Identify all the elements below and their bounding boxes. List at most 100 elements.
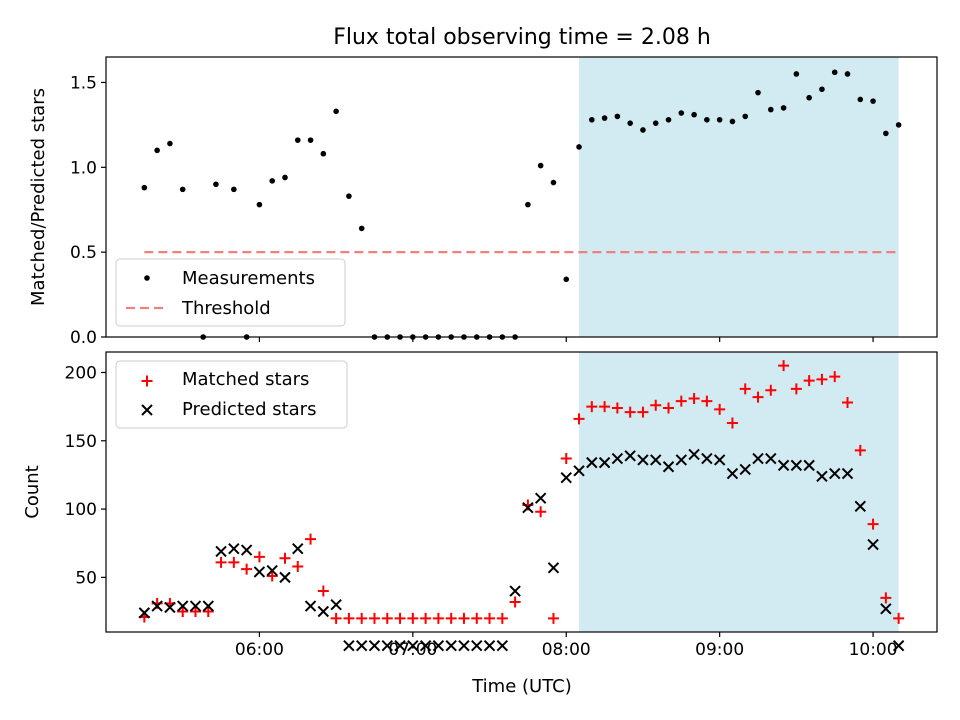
predicted-star-point [867,538,879,551]
matched-star-point [675,395,687,407]
matched-star-point [599,401,611,413]
predicted-star-point [355,639,368,652]
measurement-point [346,193,352,199]
predicted-star-point [151,600,163,612]
matched-star-point [484,612,496,624]
matched-star-point [471,612,483,624]
matched-star-point [381,612,393,624]
matched-star-point [535,506,547,518]
measurement-point [806,94,812,101]
predicted-star-point [445,639,457,652]
matched-star-point [560,453,572,465]
matched-star-point [803,375,815,387]
predicted-star-point [266,564,278,577]
y-tick-label: 0.0 [70,328,97,348]
measurement-point [627,120,633,126]
matched-star-point [726,417,738,429]
predicted-star-point [509,585,521,597]
matched-star-point [305,533,317,545]
matched-star-point [445,612,457,624]
matched-star-point [279,552,291,564]
matched-star-point [330,612,342,624]
legend-matched-label: Matched stars [182,369,309,390]
top-panel-frame [105,56,938,338]
matched-star-point [407,612,419,624]
bottom-y-axis-label: Count [22,465,43,518]
matched-star-point [778,360,790,372]
measurement-point [793,71,800,77]
y-tick-label: 1.0 [70,158,97,178]
legend-matched-marker [141,375,153,387]
measurement-point [231,186,237,193]
predicted-star-point [202,600,214,612]
measurement-point [704,116,710,123]
matched-star-point [752,391,764,403]
predicted-star-point [317,605,330,618]
legend-box [115,258,346,327]
matched-star-point [650,399,662,411]
measurement-point [640,127,646,133]
predicted-star-point [777,459,790,472]
x-tick-label: 10:00 [849,640,898,660]
predicted-star-point [637,454,649,466]
predicted-star-point [624,450,636,462]
predicted-star-point [573,465,585,477]
measurement-point [589,116,595,123]
predicted-star-point [253,566,266,578]
predicted-star-point [138,607,151,619]
predicted-star-point [650,454,662,466]
bottom-x-ticks: 06:00 07:00 08:00 09:00 10:00 [235,632,898,660]
matched-star-point [893,612,905,624]
top-panel: 0.0 0.5 1.0 1.5 Matched/Predicted stars Mea… [28,56,938,348]
x-tick-label: 06:00 [235,640,284,660]
measurement-point [665,116,672,123]
matched-star-point [420,612,432,624]
predicted-star-point [816,470,828,483]
predicted-star-point [164,601,176,614]
matched-star-point [829,371,841,383]
matched-star-point [790,383,802,395]
bottom-panel-frame [105,351,938,633]
matched-star-point [496,612,508,624]
chart-title: Flux total observing time = 2.08 h [333,25,711,50]
measurement-point [857,96,864,103]
matched-star-point [228,556,240,568]
top-y-axis-label: Matched/Predicted stars [28,88,49,306]
measurement-point [844,71,851,77]
measurement-point [831,69,838,76]
predicted-star-point [304,600,317,612]
top-y-ticks: 0.0 0.5 1.0 1.5 [70,73,106,348]
measurement-point [768,106,774,113]
matched-star-point [458,612,470,624]
measurement-point [282,174,288,181]
legend-measurement-label: Measurements [182,268,315,289]
matched-star-point [880,592,892,604]
measurement-point [742,113,749,120]
matched-star-point [241,563,253,575]
measurement-point [525,201,531,208]
predicted-star-point [752,452,764,465]
matched-star-point [637,406,649,418]
top-x-ticks [258,337,874,342]
matched-star-point [394,612,406,624]
predicted-star-point [292,542,304,555]
predicted-star-point [688,448,700,461]
matched-star-point [586,401,598,413]
top-highlight-span [579,57,899,337]
measurement-point [601,115,608,121]
predicted-star-point [662,461,675,473]
measurement-point [256,201,263,208]
measurement-point [333,108,339,115]
measurement-point [320,150,327,157]
matched-star-point [343,612,355,624]
predicted-star-point [240,544,253,556]
matched-star-point [253,551,265,563]
matched-star-point [611,402,623,414]
matched-star-point [842,397,854,409]
measurement-point [269,178,276,184]
measurement-point [179,186,186,193]
measurement-point [550,179,557,186]
matched-star-point [854,444,866,456]
legend-predicted-marker [141,404,153,416]
measurement-point [576,144,582,150]
